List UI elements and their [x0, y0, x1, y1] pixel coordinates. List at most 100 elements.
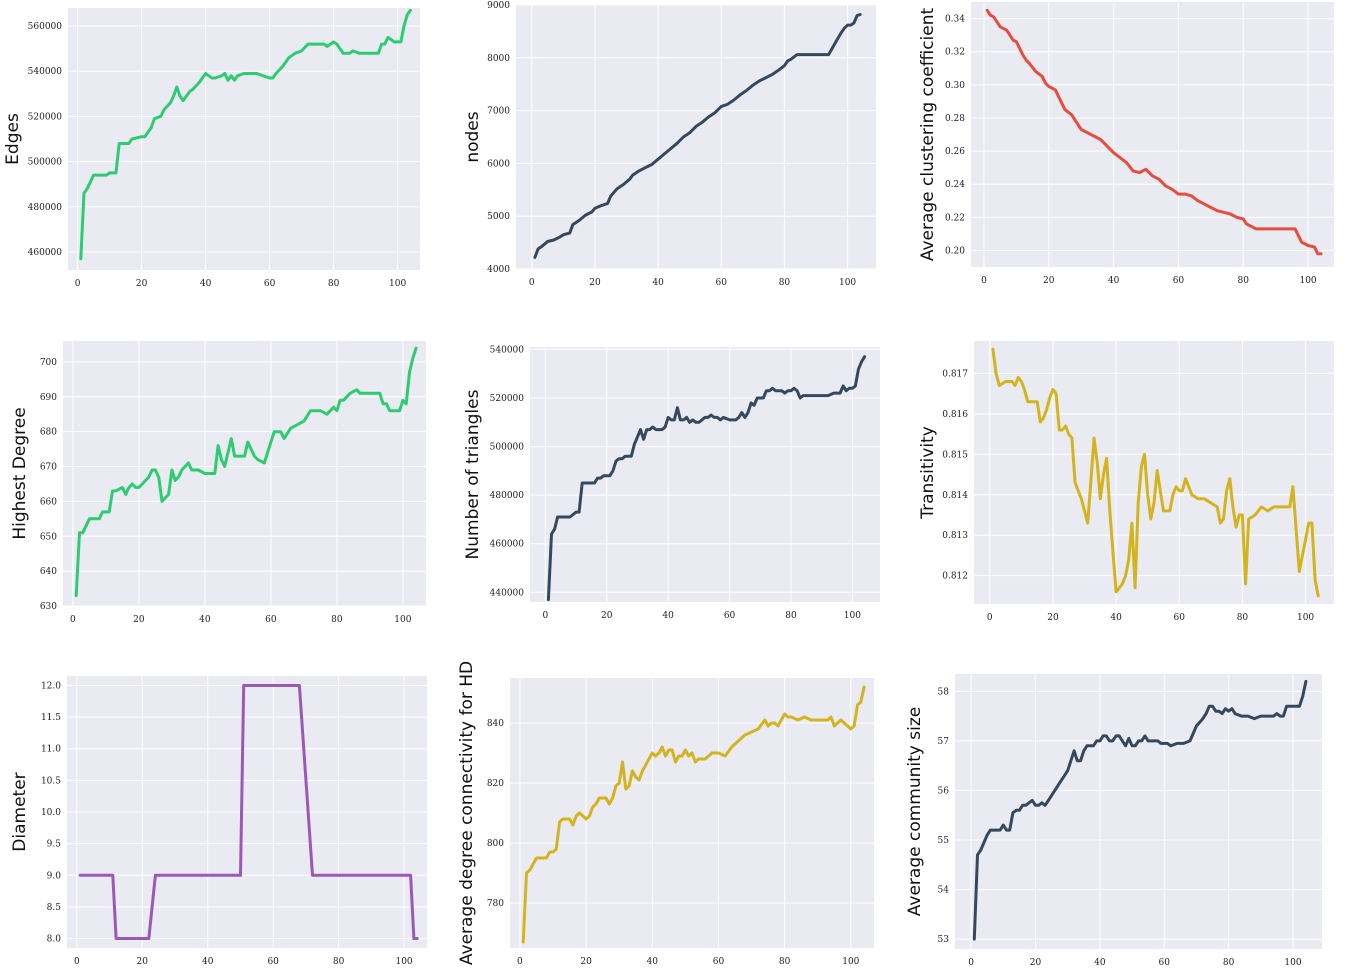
y-tick-label: 560000	[28, 22, 63, 32]
x-tick-label: 100	[839, 278, 856, 288]
y-tick-label: 0.22	[945, 213, 965, 223]
y-axis-label: Average clustering coefficient	[918, 8, 938, 262]
y-tick-label: 4000	[487, 265, 510, 275]
x-tick-label: 20	[1047, 613, 1059, 623]
y-tick-label: 0.34	[945, 15, 965, 25]
plot-background	[63, 341, 426, 606]
y-tick-label: 480000	[28, 203, 63, 213]
x-tick-label: 60	[1159, 958, 1171, 968]
y-tick-label: 0.815	[942, 450, 968, 460]
x-tick-label: 0	[70, 615, 76, 625]
y-tick-label: 840	[487, 719, 504, 729]
series-line	[533, 13, 862, 259]
series-line	[985, 8, 1323, 256]
x-tick-label: 40	[1108, 276, 1120, 286]
x-tick-label: 80	[1238, 276, 1250, 286]
y-tick-label: 0.26	[945, 147, 965, 157]
chart-panel-7: 0 20 40 60 80 100 8.0 8.5 9.0 9.5 10.0 10.5 11.0 11.5…	[10, 676, 427, 967]
x-tick-label: 100	[389, 279, 406, 289]
chart-panel-1: 0 20 40 60 80 100 460000 480000 500000 520000 5400…	[3, 8, 420, 289]
x-tick-label: 60	[265, 615, 277, 625]
x-tick-label: 100	[395, 957, 412, 967]
x-tick-label: 100	[844, 611, 861, 621]
y-tick-label: 540000	[28, 67, 63, 77]
x-tick-label: 60	[264, 279, 276, 289]
y-tick-label: 800	[487, 839, 504, 849]
y-tick-label: 10.0	[41, 808, 61, 818]
x-tick-label: 100	[1284, 958, 1301, 968]
y-tick-label: 55	[938, 836, 950, 846]
x-tick-label: 60	[724, 611, 736, 621]
y-tick-label: 640	[40, 567, 57, 577]
y-tick-label: 11.5	[41, 713, 61, 723]
x-tick-label: 80	[328, 279, 340, 289]
x-tick-label: 40	[202, 957, 214, 967]
series-line	[74, 346, 418, 597]
plot-background	[974, 341, 1334, 604]
x-tick-label: 20	[133, 615, 145, 625]
x-tick-label: 20	[137, 957, 149, 967]
x-tick-label: 0	[981, 276, 987, 286]
plot-background	[68, 8, 420, 270]
y-tick-label: 820	[487, 779, 504, 789]
y-tick-label: 480000	[490, 491, 525, 501]
y-tick-label: 650	[40, 532, 57, 542]
x-tick-label: 40	[199, 615, 211, 625]
x-tick-label: 40	[1110, 613, 1122, 623]
series-line	[546, 355, 867, 602]
chart-panel-2: 0 20 40 60 80 100 4000 5000 6000 7000 8000 9000 node…	[463, 1, 876, 288]
y-tick-label: 460000	[28, 248, 63, 258]
y-tick-label: 9.5	[47, 840, 62, 850]
series-line	[79, 8, 412, 261]
x-tick-label: 80	[785, 611, 797, 621]
y-axis-label: Transitivity	[918, 426, 938, 520]
x-tick-label: 20	[601, 611, 613, 621]
y-tick-label: 520000	[28, 112, 63, 122]
y-tick-label: 10.5	[41, 776, 61, 786]
y-tick-label: 780	[487, 899, 504, 909]
plot-background	[530, 347, 880, 602]
y-tick-label: 500000	[490, 443, 525, 453]
y-tick-label: 690	[40, 393, 57, 403]
y-tick-label: 8000	[487, 54, 510, 64]
y-tick-label: 500000	[28, 158, 63, 168]
series-line	[972, 679, 1308, 941]
y-tick-label: 57	[938, 737, 950, 747]
series-line	[991, 347, 1320, 598]
y-tick-label: 630	[40, 602, 57, 612]
x-tick-label: 0	[987, 613, 993, 623]
x-tick-label: 0	[529, 278, 535, 288]
y-tick-label: 5000	[487, 212, 510, 222]
x-tick-label: 80	[333, 957, 345, 967]
x-tick-label: 80	[331, 615, 343, 625]
chart-panel-6: 0 20 40 60 80 100 0.812 0.813 0.814 0.815 0.816 0.8…	[918, 341, 1334, 623]
series-line	[521, 685, 866, 944]
y-tick-label: 0.816	[942, 410, 968, 420]
x-tick-label: 40	[200, 279, 212, 289]
y-axis-label: Edges	[3, 113, 23, 165]
plot-background	[971, 2, 1334, 267]
y-tick-label: 6000	[487, 159, 510, 169]
x-tick-label: 40	[662, 611, 674, 621]
y-axis-label: Number of triangles	[463, 389, 483, 559]
x-tick-label: 20	[580, 957, 592, 967]
x-tick-label: 40	[647, 957, 659, 967]
x-tick-label: 60	[1173, 276, 1185, 286]
y-axis-label: nodes	[463, 111, 483, 162]
y-tick-label: 670	[40, 463, 57, 473]
y-tick-label: 9.0	[47, 871, 62, 881]
y-tick-label: 58	[938, 687, 950, 697]
y-tick-label: 0.812	[942, 572, 968, 582]
y-tick-label: 54	[938, 886, 950, 896]
chart-panel-5: 0 20 40 60 80 100 440000 460000 480000 500000 5200…	[463, 345, 880, 621]
x-tick-label: 40	[1094, 958, 1106, 968]
y-tick-label: 680	[40, 428, 57, 438]
series-line	[78, 684, 419, 940]
y-tick-label: 440000	[490, 588, 525, 598]
y-axis-label: Average community size	[905, 707, 925, 916]
y-axis-label: Average degree connectivity for HD	[457, 661, 477, 965]
y-tick-label: 460000	[490, 540, 525, 550]
y-tick-label: 0.32	[945, 48, 965, 58]
y-axis-label: Diameter	[10, 772, 30, 851]
